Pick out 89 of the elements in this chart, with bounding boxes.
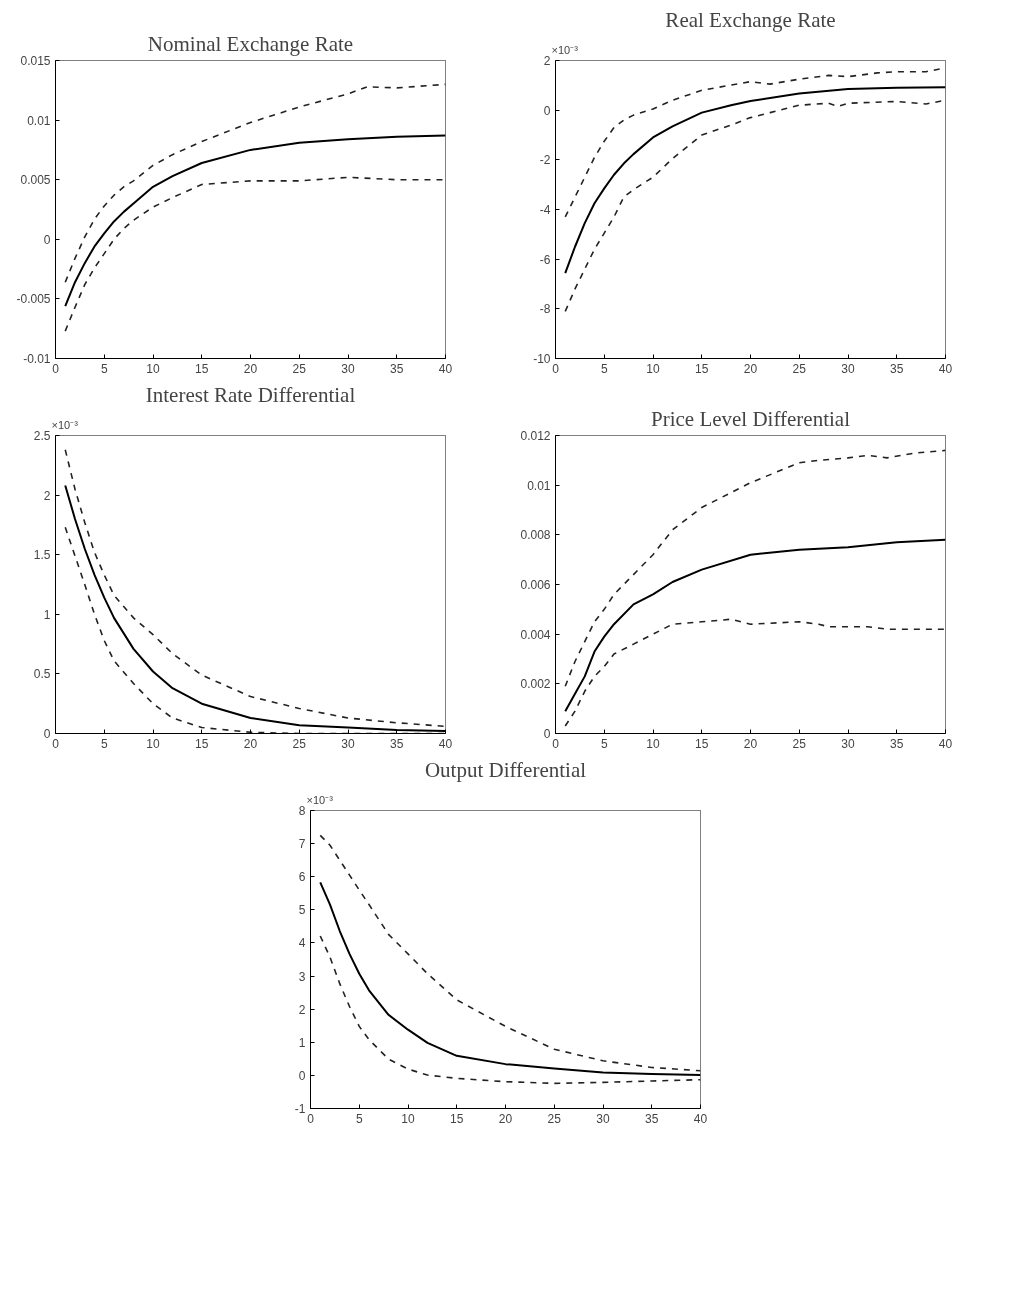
text: ×10⁻³ [51, 418, 79, 431]
y-tick-label: 0.008 [520, 528, 551, 543]
chart-title: Nominal Exchange Rate [147, 31, 354, 56]
x-tick-label: 15 [695, 736, 709, 751]
y-tick-label: 1 [298, 1035, 306, 1050]
x-tick-label: 10 [646, 736, 660, 751]
y-tick-label: -8 [539, 302, 551, 317]
x-tick-label: 35 [890, 361, 904, 376]
y-tick-label: 0.006 [520, 578, 551, 592]
y-tick-label: 2.5 [33, 429, 51, 443]
x-tick-label: 35 [390, 736, 404, 751]
y-tick-label: 3 [298, 969, 306, 984]
x-tick-label: 30 [841, 361, 855, 376]
x-tick-label: 40 [438, 736, 453, 751]
y-tick-label: -10 [533, 352, 551, 366]
x-tick-label: 10 [401, 1111, 415, 1126]
line-series [564, 449, 946, 688]
x-tick-label: 35 [645, 1111, 659, 1126]
y-tick-label: 6 [298, 870, 306, 885]
y-tick-label: 0 [43, 727, 51, 741]
x-tick-label: 10 [146, 361, 160, 376]
y-tick-label: 0.002 [520, 677, 551, 692]
x-tick-label: 35 [890, 736, 904, 751]
chart-title: Price Level Differential [650, 406, 851, 431]
y-tick-label: 4 [298, 936, 306, 951]
x-tick-label: 20 [243, 736, 258, 751]
x-tick-label: 40 [693, 1111, 708, 1126]
y-tick-label: 8 [298, 804, 306, 818]
line-series [564, 538, 946, 713]
y-tick-label: 7 [298, 837, 306, 852]
x-tick-label: 30 [341, 361, 355, 376]
x-tick-label: 20 [743, 736, 758, 751]
x-tick-label: 30 [841, 736, 855, 751]
x-tick-label: 5 [100, 361, 108, 376]
text: ×10⁻³ [306, 793, 334, 806]
x-tick-label: 25 [792, 361, 807, 376]
y-tick-label: -1 [294, 1102, 306, 1116]
x-tick-label: 40 [438, 361, 453, 376]
x-tick-label: 20 [243, 361, 258, 376]
y-tick-label: 0.004 [520, 627, 551, 642]
x-tick-label: 20 [498, 1111, 513, 1126]
text: ×10⁻³ [551, 43, 579, 56]
x-tick-label: 15 [195, 361, 209, 376]
y-tick-label: 1.5 [33, 548, 51, 563]
y-tick-label: -2 [539, 153, 551, 168]
x-tick-label: 25 [292, 736, 307, 751]
y-tick-label: 1 [43, 607, 51, 622]
x-tick-label: 30 [341, 736, 355, 751]
x-tick-label: 20 [743, 361, 758, 376]
y-tick-label: 0 [43, 232, 51, 247]
x-tick-label: 5 [355, 1111, 363, 1126]
line-series [564, 618, 946, 727]
y-tick-label: 0.01 [527, 478, 551, 493]
y-tick-label: -0.01 [23, 352, 51, 366]
x-tick-label: 5 [600, 736, 608, 751]
line-series [319, 935, 701, 1085]
y-tick-label: -4 [539, 203, 551, 217]
x-tick-label: 30 [596, 1111, 610, 1126]
x-tick-label: 5 [100, 736, 108, 751]
y-tick-label: 0.5 [33, 667, 51, 682]
y-tick-label: 0.01 [27, 113, 51, 128]
y-tick-label: 0 [543, 103, 551, 118]
y-tick-label: 0.012 [520, 429, 551, 443]
x-tick-label: 5 [600, 361, 608, 376]
x-tick-label: 40 [938, 361, 953, 376]
chart-title: Output Differential [424, 757, 587, 782]
x-tick-label: 15 [450, 1111, 464, 1126]
line-series [319, 834, 701, 1072]
x-tick-label: 40 [938, 736, 953, 751]
chart-title: Real Exchange Rate [665, 7, 836, 32]
y-tick-label: -6 [539, 252, 551, 267]
x-tick-label: 10 [646, 361, 660, 376]
x-tick-label: 15 [695, 361, 709, 376]
y-tick-label: 0 [298, 1068, 306, 1083]
y-tick-label: -0.005 [16, 292, 51, 307]
y-tick-label: 0 [543, 727, 551, 741]
x-tick-label: 25 [292, 361, 307, 376]
x-tick-label: 25 [547, 1111, 562, 1126]
y-tick-label: 0.005 [20, 173, 51, 188]
x-tick-label: 10 [146, 736, 160, 751]
y-tick-label: 5 [298, 903, 306, 918]
x-tick-label: 25 [792, 736, 807, 751]
chart-title: Interest Rate Differential [145, 382, 356, 407]
y-tick-label: 2 [43, 488, 51, 503]
x-tick-label: 35 [390, 361, 404, 376]
x-tick-label: 15 [195, 736, 209, 751]
y-tick-label: 2 [543, 54, 551, 68]
y-tick-label: 2 [298, 1002, 306, 1017]
y-tick-label: 0.015 [20, 54, 51, 68]
